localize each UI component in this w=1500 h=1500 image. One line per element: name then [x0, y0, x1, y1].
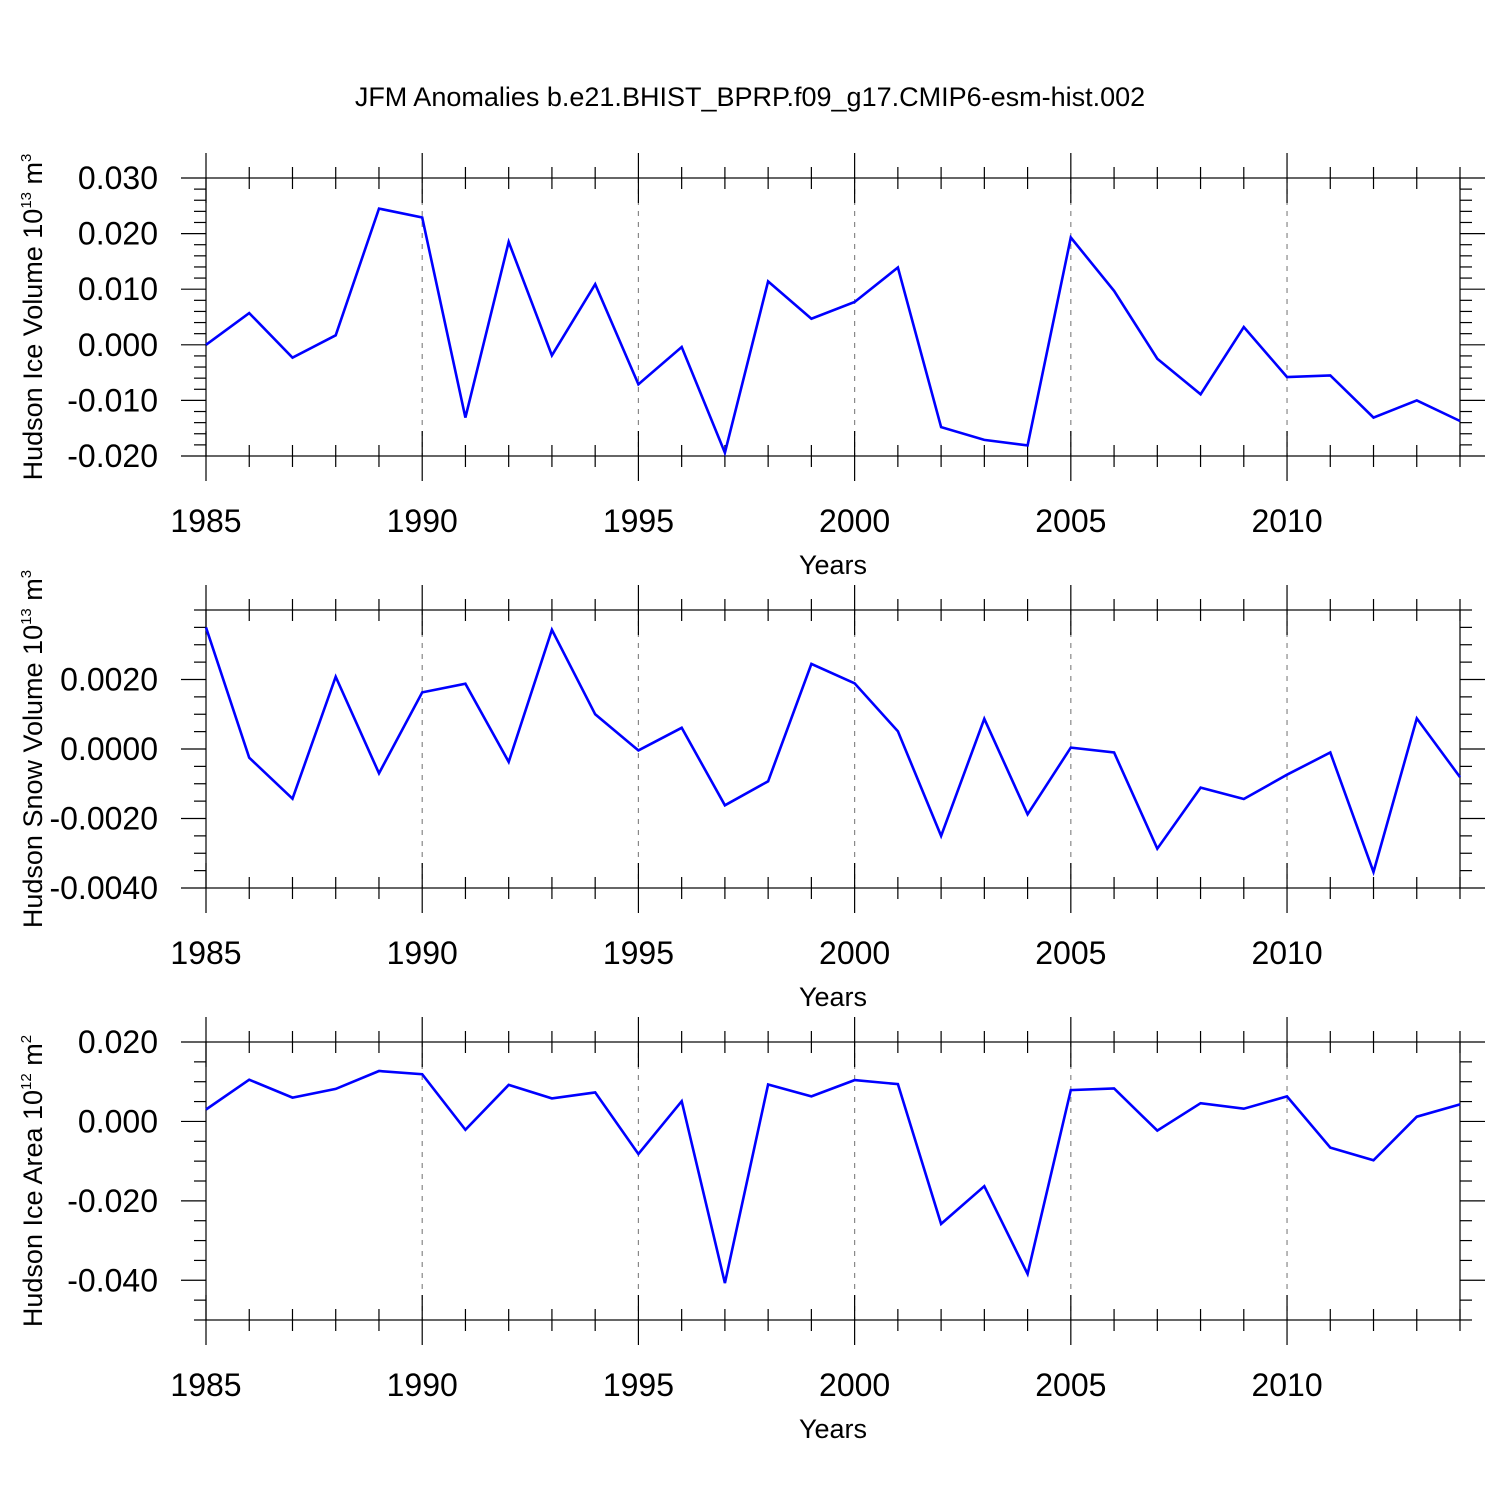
x-axis-label: Years	[799, 550, 867, 580]
y-tick-label: -0.040	[67, 1262, 158, 1298]
x-tick-label: 1985	[170, 1367, 241, 1403]
x-tick-label: 1985	[170, 503, 241, 539]
series-line-ice-volume	[205, 207, 1461, 457]
x-tick-label: 1995	[603, 935, 674, 971]
plot-frame	[205, 609, 1461, 889]
y-tick-label: 0.020	[78, 1024, 158, 1060]
x-tick-label: 1995	[603, 1367, 674, 1403]
x-axis-label: Years	[799, 1414, 867, 1444]
x-tick-label: 1990	[387, 935, 458, 971]
x-axis-label: Years	[799, 982, 867, 1012]
plot-frame	[205, 177, 1461, 457]
panel-ice-volume: -0.020 -0.010 0.000 0.010 0.020 0.030 1985 1990…	[18, 153, 1485, 580]
panel-ice-area: -0.040 -0.020 0.000 0.020 1985 1990 1995 2000 20…	[18, 1017, 1485, 1444]
x-tick-label: 2005	[1035, 503, 1106, 539]
x-tick-label: 2005	[1035, 935, 1106, 971]
y-axis-label: Hudson Ice Area 1012 m2	[18, 1035, 48, 1327]
y-tick-label: 0.010	[78, 271, 158, 307]
plot-frame	[205, 1041, 1461, 1321]
x-tick-label: 2010	[1251, 503, 1322, 539]
y-tick-label: -0.020	[67, 1183, 158, 1219]
y-tick-label: 0.0020	[60, 662, 158, 698]
y-tick-label: 0.030	[78, 160, 158, 196]
y-tick-label: -0.0040	[49, 870, 158, 906]
y-tick-label: 0.0000	[60, 731, 158, 767]
series-line-ice-area	[205, 1069, 1461, 1284]
x-tick-label: 1995	[603, 503, 674, 539]
x-tick-label: 1990	[387, 503, 458, 539]
x-tick-label: 2010	[1251, 935, 1322, 971]
x-tick-label: 2000	[819, 935, 890, 971]
y-tick-label: 0.020	[78, 216, 158, 252]
x-tick-label: 1985	[170, 935, 241, 971]
figure-title: JFM Anomalies b.e21.BHIST_BPRP.f09_g17.C…	[355, 82, 1145, 112]
y-tick-label: 0.000	[78, 1103, 158, 1139]
x-tick-label: 2005	[1035, 1367, 1106, 1403]
y-axis-label: Hudson Snow Volume 1013 m3	[18, 570, 48, 928]
y-tick-label: -0.0020	[49, 801, 158, 837]
y-axis-label: Hudson Ice Volume 1013 m3	[18, 154, 48, 481]
series-line-snow-volume	[204, 626, 1462, 877]
x-tick-label: 2000	[819, 503, 890, 539]
y-tick-label: 0.000	[78, 327, 158, 363]
x-tick-label: 1990	[387, 1367, 458, 1403]
y-tick-label: -0.010	[67, 382, 158, 418]
panel-snow-volume: -0.0040 -0.0020 0.0000 0.0020 1985 1990 1995 20…	[18, 570, 1485, 1012]
panels: -0.020 -0.010 0.000 0.010 0.020 0.030 1985 1990…	[18, 153, 1485, 1444]
y-tick-label: -0.020	[67, 438, 158, 474]
x-tick-label: 2000	[819, 1367, 890, 1403]
x-tick-label: 2010	[1251, 1367, 1322, 1403]
